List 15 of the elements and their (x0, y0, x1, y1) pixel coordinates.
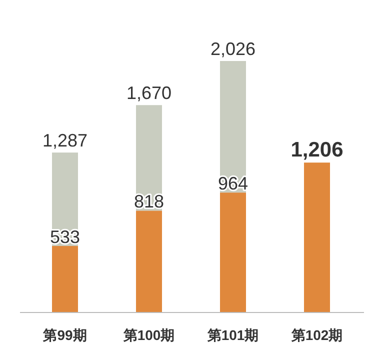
bar (52, 246, 78, 312)
bar (136, 210, 162, 312)
bar (304, 162, 330, 312)
data-label: 964 (218, 174, 248, 194)
data-label: 533 (50, 226, 80, 247)
x-tick-label: 第102期 (290, 327, 343, 343)
data-label: 1,206 (290, 138, 344, 162)
total-label: 1,670 (126, 83, 172, 104)
x-tick-label: 第99期 (42, 327, 87, 343)
x-tick-label: 第101期 (206, 327, 259, 343)
total-label: 1,287 (42, 130, 88, 151)
bar (220, 192, 246, 312)
total-label: 2,026 (210, 39, 256, 59)
x-tick-label: 第100期 (122, 327, 175, 343)
data-label: 818 (134, 192, 164, 212)
